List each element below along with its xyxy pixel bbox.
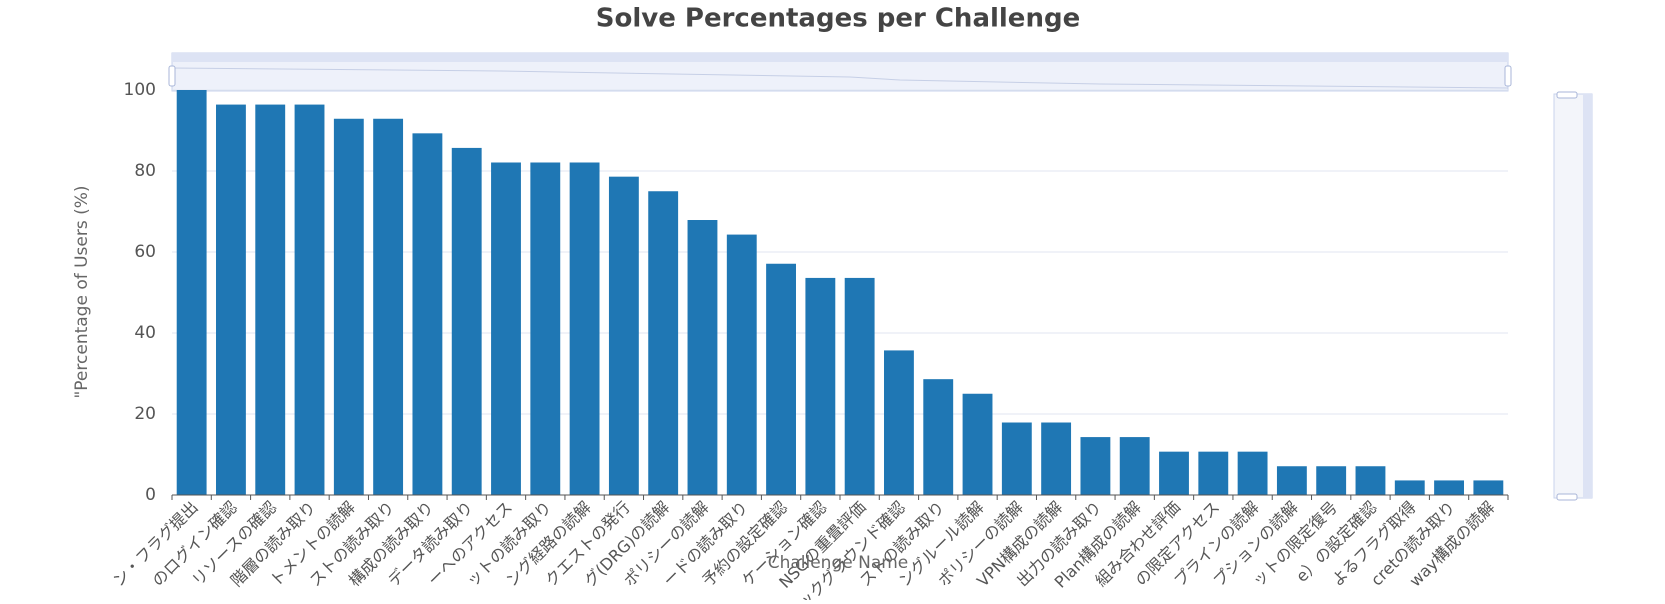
- bar: [1473, 480, 1504, 495]
- bar: [373, 118, 404, 495]
- bar: [216, 104, 246, 495]
- bar: [1276, 466, 1307, 495]
- bar: [1394, 480, 1425, 495]
- bar: [844, 277, 875, 495]
- bar: [1119, 437, 1150, 495]
- bar: [1080, 437, 1111, 495]
- bars: [176, 90, 1504, 496]
- bar: [530, 162, 561, 495]
- bar: [1355, 466, 1386, 495]
- bar: [1434, 480, 1464, 495]
- zoom-handle[interactable]: [1556, 91, 1578, 99]
- bar: [569, 162, 600, 495]
- bar: [491, 162, 521, 495]
- bar: [451, 147, 482, 496]
- y-tick-label: 80: [134, 161, 156, 181]
- y-tick-label: 0: [145, 485, 156, 505]
- bar: [1159, 451, 1189, 495]
- zoom-slider-bar: [1583, 94, 1592, 498]
- y-tick-label: 60: [134, 242, 156, 262]
- bar: [1316, 466, 1347, 495]
- bar: [687, 220, 718, 495]
- bar: [608, 176, 639, 496]
- bar: [962, 393, 993, 495]
- bar: [1198, 451, 1229, 495]
- bar: [176, 90, 207, 495]
- x-labels: ン・フラグ提出のログイン確認リソースの確認階層の読み取りトメントの読解ストの読み…: [109, 495, 1509, 604]
- y-axis-label: "Percentage of Users (%): [72, 185, 92, 398]
- bar: [805, 277, 836, 495]
- bar: [1001, 422, 1032, 495]
- bar: [884, 350, 914, 495]
- bar: [648, 191, 679, 495]
- y-tick-label: 40: [134, 323, 156, 343]
- bar: [1041, 422, 1072, 495]
- zoom-handle[interactable]: [1556, 493, 1578, 501]
- bar: [333, 118, 364, 495]
- x-axis-label: Challenge Name: [768, 553, 909, 573]
- y-tick-label: 100: [124, 80, 156, 100]
- zoom-handle[interactable]: [168, 65, 176, 87]
- bar: [294, 104, 325, 495]
- bar: [255, 104, 286, 495]
- zoom-preview: [171, 67, 1509, 89]
- y-tick-label: 20: [134, 404, 156, 424]
- zoom-handle[interactable]: [1504, 65, 1512, 87]
- bar: [726, 234, 757, 495]
- chart-title: Solve Percentages per Challenge: [596, 4, 1080, 34]
- bar: [766, 263, 796, 495]
- bar: [923, 379, 954, 495]
- zoom-slider-bar: [172, 53, 1508, 62]
- bar: [1237, 451, 1268, 495]
- bar: [412, 133, 443, 495]
